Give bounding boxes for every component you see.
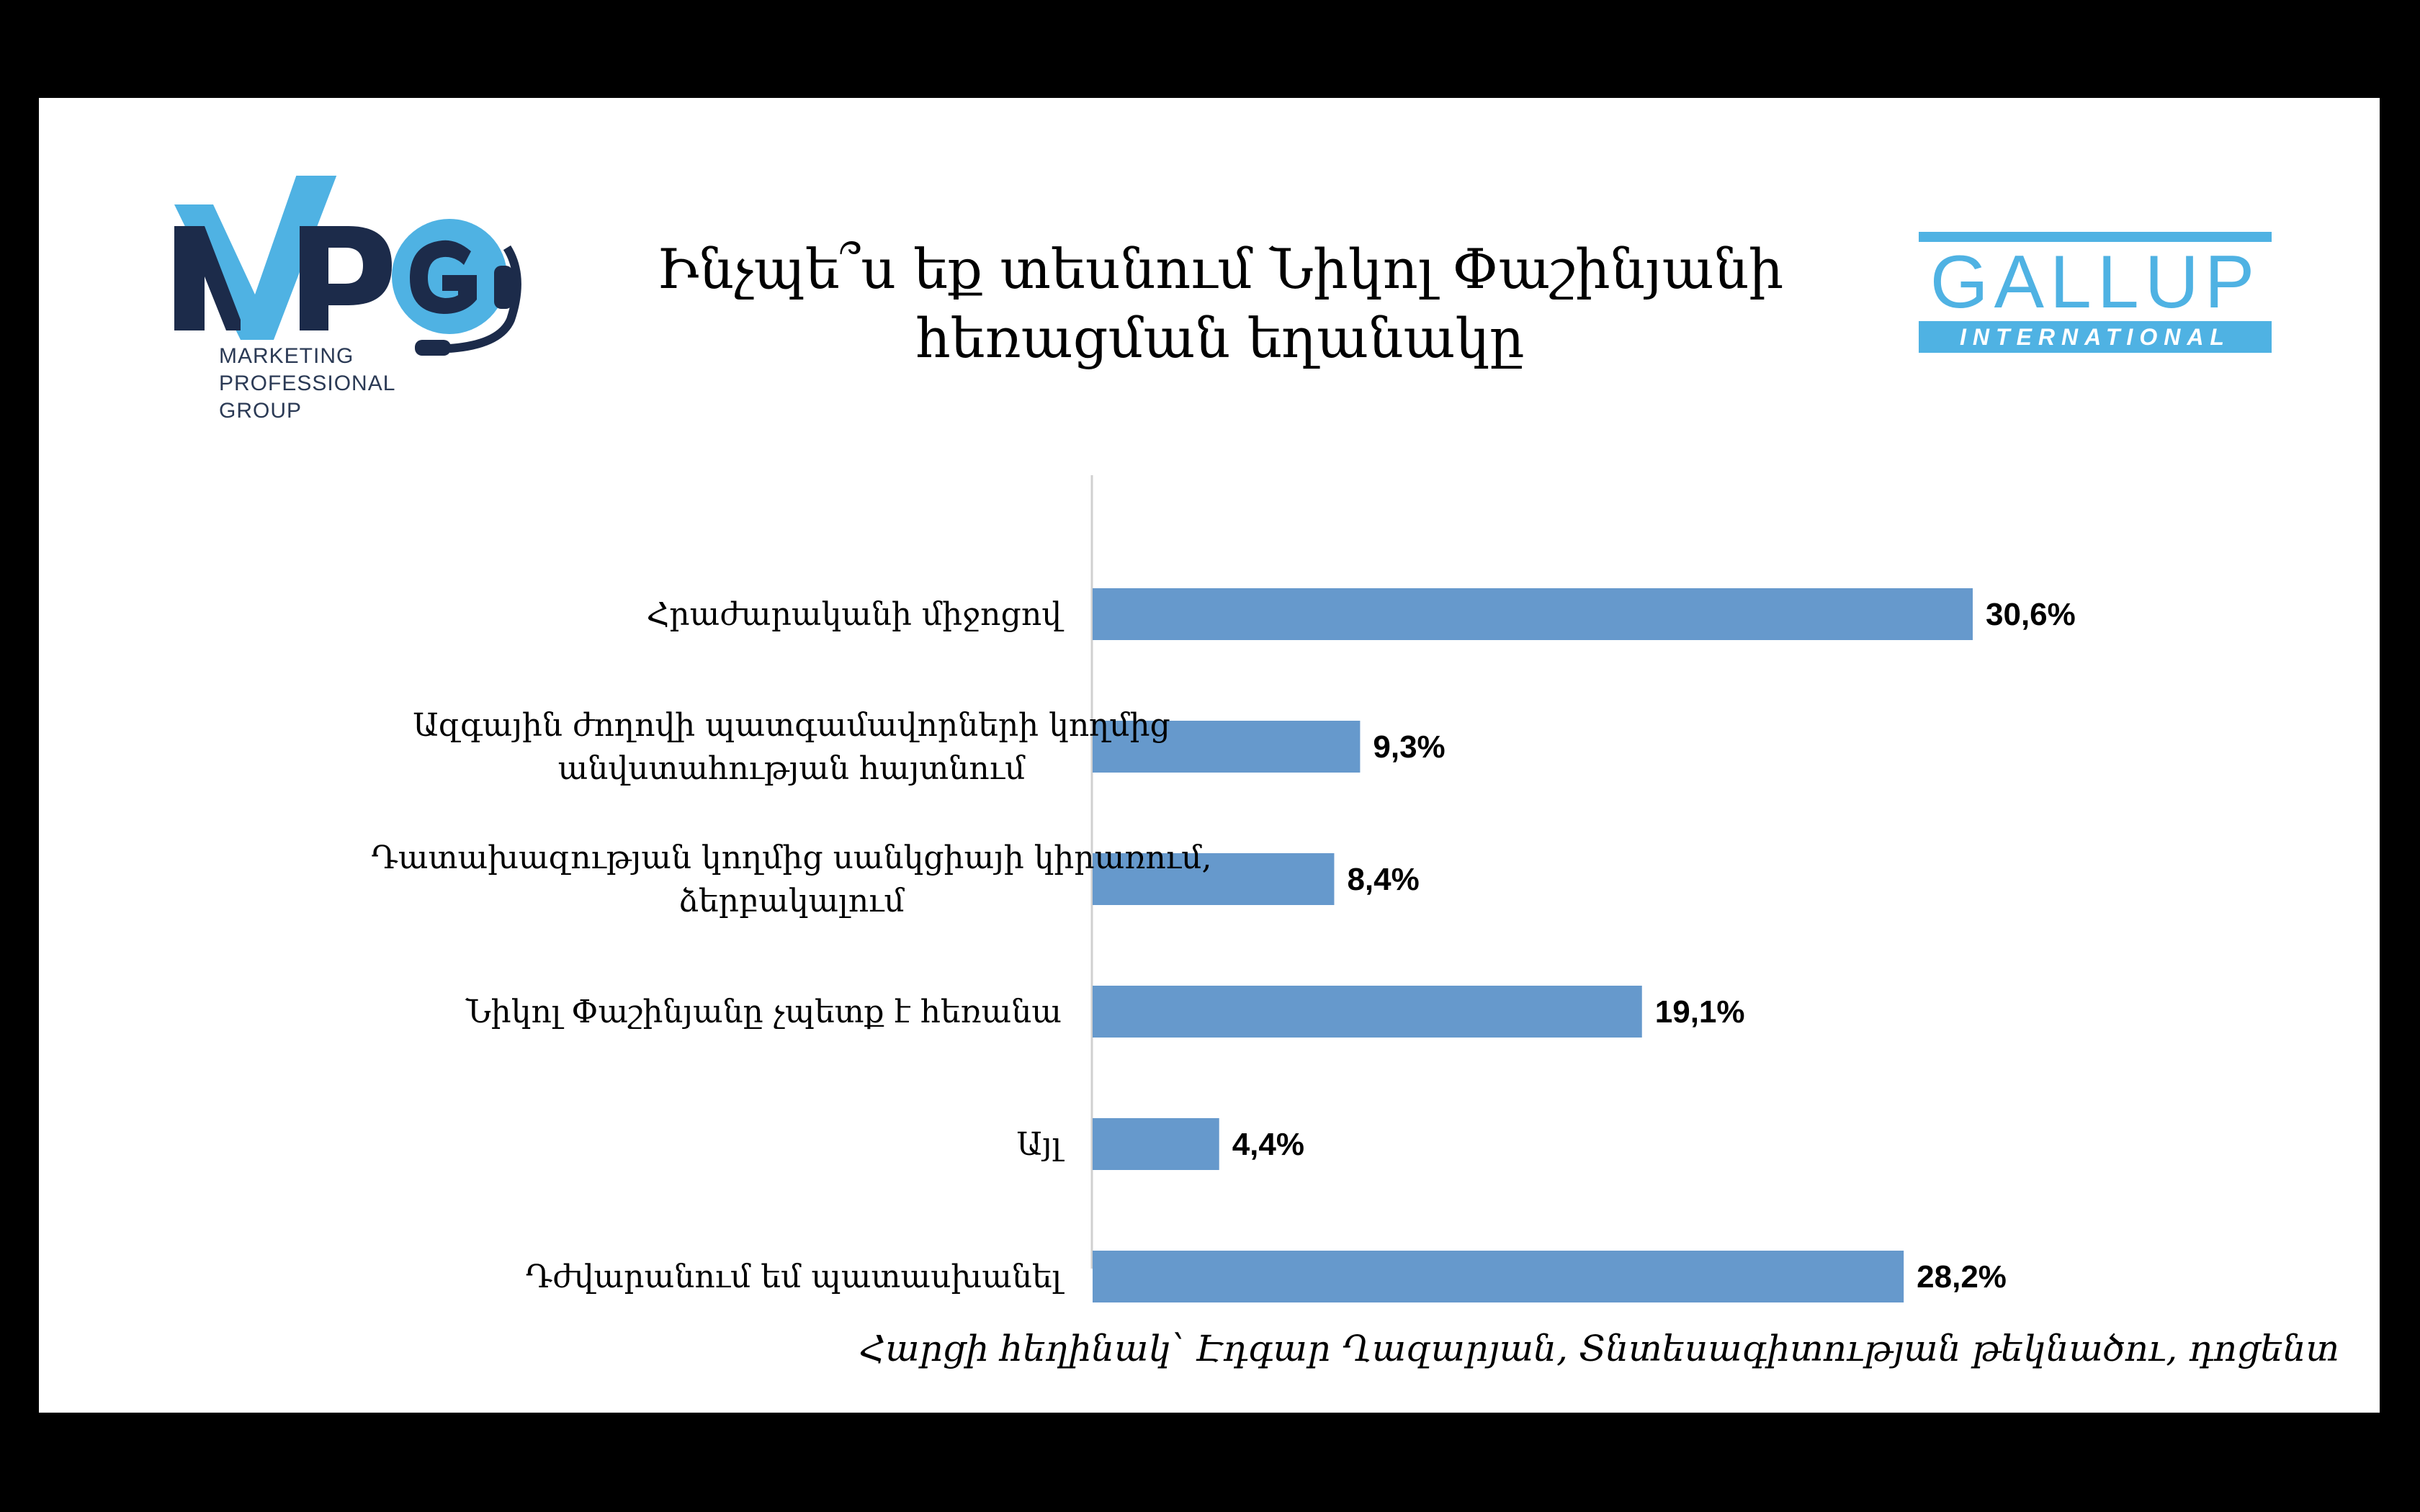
value-label-2: 8,4% xyxy=(1347,862,1419,897)
value-label-1: 9,3% xyxy=(1373,729,1445,765)
mpg-logo xyxy=(174,176,521,356)
bar-0 xyxy=(1093,588,1973,640)
category-label-1-0: Ազգային ժողովի պատգամավորների կողմից xyxy=(413,707,1170,744)
mpg-headset-icon xyxy=(449,245,521,353)
mpg-subtitle: MARKETING PROFESSIONAL GROUP xyxy=(219,343,395,425)
value-label-0: 30,6% xyxy=(1986,597,2076,632)
category-label-2-0: Դատախազության կողմից սանկցիայի կիրառում, xyxy=(372,840,1212,876)
mpg-sub-line: GROUP xyxy=(219,399,302,423)
category-label-3-0: Նիկոլ Փաշինյանը չպետք է հեռանա xyxy=(465,994,1062,1030)
bar-chart: 30,6% Հրաժարականի միջոցով 9,3% Ազգային ժողո… xyxy=(372,475,2076,1302)
chart-title: Ինչպե՞ս եք տեսնում Նիկոլ Փաշինյանի հեռաց… xyxy=(543,235,1897,373)
category-label-4-0: Այլ xyxy=(1016,1126,1065,1163)
gallup-wordmark: GALLUP xyxy=(1930,240,2261,324)
value-label-5: 28,2% xyxy=(1917,1259,2007,1295)
bar-2 xyxy=(1093,853,1335,905)
chart-title-line: Ինչպե՞ս եք տեսնում Նիկոլ Փաշինյանի xyxy=(656,237,1784,301)
mpg-sub-line: MARKETING xyxy=(219,344,354,368)
category-label-5-0: Դժվարանում եմ պատասխանել xyxy=(526,1259,1065,1295)
value-label-4: 4,4% xyxy=(1232,1127,1304,1162)
slide: MARKETING PROFESSIONAL GROUP GALLUP INTE… xyxy=(39,98,2380,1413)
bar-3 xyxy=(1093,986,1642,1038)
mpg-letter-p-icon xyxy=(300,226,392,330)
category-label-2-1: ձերբակալում xyxy=(678,883,905,919)
bar-5 xyxy=(1093,1251,1904,1302)
gallup-band: INTERNATIONAL xyxy=(1919,321,2272,353)
mpg-check-icon xyxy=(174,176,337,340)
mpg-sub-line: PROFESSIONAL xyxy=(219,372,396,395)
gallup-logo: GALLUP INTERNATIONAL xyxy=(1919,232,2272,353)
chart-title-line: հեռացման եղանակը xyxy=(915,306,1525,370)
bar-1 xyxy=(1093,721,1361,773)
category-label-0-0: Հրաժարականի միջոցով xyxy=(647,596,1065,633)
mpg-letter-m-icon xyxy=(174,226,241,330)
footer-note: Հարցի հեղինակ՝ Էդգար Ղազարյան, Տնտեսագիտ… xyxy=(859,1328,2339,1369)
value-label-3: 19,1% xyxy=(1655,994,1745,1030)
mpg-letter-g-icon xyxy=(410,240,477,314)
bar-4 xyxy=(1093,1118,1219,1170)
category-label-1-1: անվստահության հայտնում xyxy=(558,750,1026,787)
gallup-top-bar xyxy=(1919,232,2272,242)
